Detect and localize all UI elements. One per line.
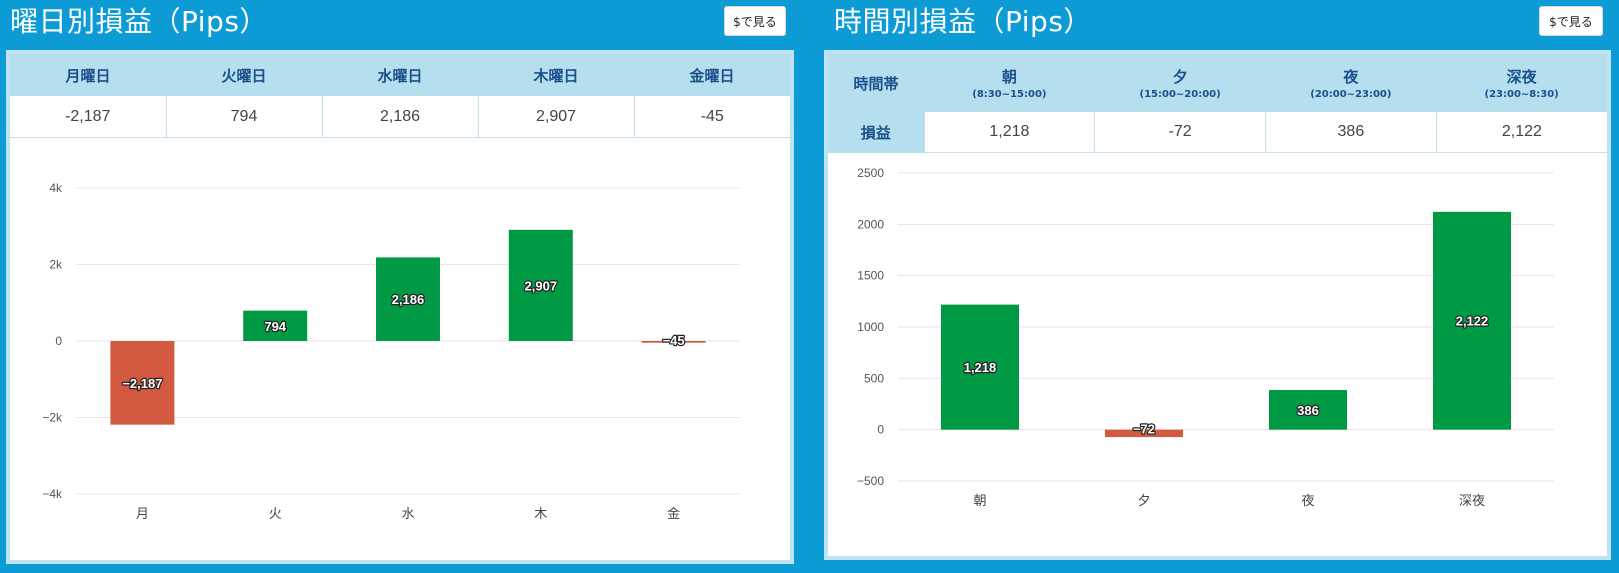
bar <box>376 257 440 341</box>
header-label: 夜 <box>1343 68 1359 86</box>
bar <box>941 304 1019 430</box>
y-tick-label: 0 <box>55 334 62 348</box>
data-label: −72 <box>1133 422 1155 437</box>
header-label: 夕 <box>1172 68 1188 86</box>
header-cell: 水曜日 <box>322 54 478 96</box>
usd-view-button[interactable]: $で見る <box>1539 6 1603 36</box>
bar <box>641 341 706 343</box>
data-label: 386 <box>1297 403 1319 418</box>
y-tick-label: −500 <box>857 474 884 488</box>
summary-table: 時間帯 朝 (8:30~15:00) 夕 (15:00~20:00) 夜 (20:00… <box>828 54 1607 153</box>
y-tick-label: 2k <box>49 258 63 272</box>
bar <box>243 310 308 341</box>
x-tick-label: 月 <box>136 506 149 521</box>
y-tick-label: 1000 <box>857 320 884 334</box>
data-label: 2,186 <box>392 292 425 307</box>
panel-header: 曜日別損益（Pips） $で見る <box>0 0 794 46</box>
value-cell: 794 <box>165 96 322 138</box>
header-cell: 夕 (15:00~20:00) <box>1094 54 1266 112</box>
header-label: 朝 <box>1001 68 1017 86</box>
corner-header: 時間帯 <box>828 54 924 112</box>
x-tick-label: 深夜 <box>1459 493 1485 508</box>
header-cell: 月曜日 <box>10 54 166 96</box>
y-tick-label: −2k <box>42 411 63 425</box>
bar <box>508 229 573 341</box>
header-cell: 夜 (20:00~23:00) <box>1265 54 1437 112</box>
data-label: 2,907 <box>525 278 558 293</box>
value-cell: -72 <box>1094 112 1266 153</box>
value-cell: 2,907 <box>477 96 634 138</box>
data-label: 794 <box>264 319 286 334</box>
bar <box>1105 429 1183 438</box>
x-tick-label: 金 <box>667 506 680 521</box>
x-tick-label: 木 <box>534 506 547 521</box>
row-label: 損益 <box>828 112 924 153</box>
bar <box>1269 390 1347 430</box>
value-cell: 1,218 <box>923 112 1095 153</box>
header-range: (15:00~20:00) <box>1139 89 1221 100</box>
panel-title: 時間別損益（Pips） <box>834 5 1092 38</box>
bar <box>110 341 175 425</box>
x-tick-label: 夕 <box>1137 493 1150 508</box>
value-cell: -45 <box>633 96 790 138</box>
usd-view-button[interactable]: $で見る <box>724 6 786 36</box>
day-of-week-bar-chart: 4k 2k 0 −2k −4k −2,187 月 794 火 2,186 水 2,907 木 −45 金 <box>42 181 740 521</box>
value-row: 損益 1,218 -72 386 2,122 <box>828 112 1607 153</box>
data-label: −45 <box>663 333 685 348</box>
value-cell: -2,187 <box>10 96 166 138</box>
y-tick-label: 1500 <box>857 269 884 283</box>
header-range: (23:00~8:30) <box>1484 89 1559 100</box>
x-tick-label: 水 <box>401 506 414 521</box>
y-tick-label: 4k <box>49 181 63 195</box>
panel-title: 曜日別損益（Pips） <box>10 5 268 38</box>
y-tick-label: 2000 <box>857 217 884 231</box>
bar <box>1433 211 1511 430</box>
value-cell: 2,186 <box>321 96 478 138</box>
header-cell: 朝 (8:30~15:00) <box>924 54 1095 112</box>
header-range: (20:00~23:00) <box>1310 89 1392 100</box>
header-cell: 木曜日 <box>478 54 634 96</box>
y-tick-label: 500 <box>864 371 884 385</box>
x-tick-label: 火 <box>269 506 282 521</box>
value-cell: 386 <box>1265 112 1437 153</box>
header-cell: 金曜日 <box>634 54 790 96</box>
header-cell: 深夜 (23:00~8:30) <box>1436 54 1607 112</box>
y-tick-label: 0 <box>877 423 884 437</box>
header-row: 時間帯 朝 (8:30~15:00) 夕 (15:00~20:00) 夜 (20:00… <box>828 54 1607 112</box>
time-of-day-panel: 時間別損益（Pips） $で見る 時間帯 朝 (8:30~15:00) 夕 (15:… <box>824 0 1619 560</box>
data-label: −2,187 <box>122 376 162 391</box>
chart-card: 月曜日 火曜日 水曜日 木曜日 金曜日 -2,187 794 2,186 2,9… <box>6 50 794 564</box>
chart-card: 時間帯 朝 (8:30~15:00) 夕 (15:00~20:00) 夜 (20:00… <box>824 50 1611 560</box>
panel-header: 時間別損益（Pips） $で見る <box>824 0 1619 46</box>
data-label: 2,122 <box>1456 314 1489 329</box>
value-row: -2,187 794 2,186 2,907 -45 <box>10 96 790 138</box>
time-of-day-bar-chart: 2500 2000 1500 1000 500 0 −500 1,218 朝 −72 夕 386 夜 2,… <box>857 166 1554 508</box>
value-cell: 2,122 <box>1435 112 1607 153</box>
data-label: 1,218 <box>964 360 997 375</box>
y-tick-label: −4k <box>42 487 63 501</box>
header-range: (8:30~15:00) <box>972 89 1047 100</box>
x-tick-label: 朝 <box>973 493 986 508</box>
day-of-week-panel: 曜日別損益（Pips） $で見る 月曜日 火曜日 水曜日 木曜日 金曜日 -2,… <box>0 0 794 564</box>
header-cell: 火曜日 <box>166 54 322 96</box>
summary-table: 月曜日 火曜日 水曜日 木曜日 金曜日 -2,187 794 2,186 2,9… <box>10 54 790 138</box>
x-tick-label: 夜 <box>1301 493 1314 508</box>
y-tick-label: 2500 <box>857 166 884 180</box>
header-row: 月曜日 火曜日 水曜日 木曜日 金曜日 <box>10 54 790 96</box>
header-label: 深夜 <box>1506 68 1537 86</box>
